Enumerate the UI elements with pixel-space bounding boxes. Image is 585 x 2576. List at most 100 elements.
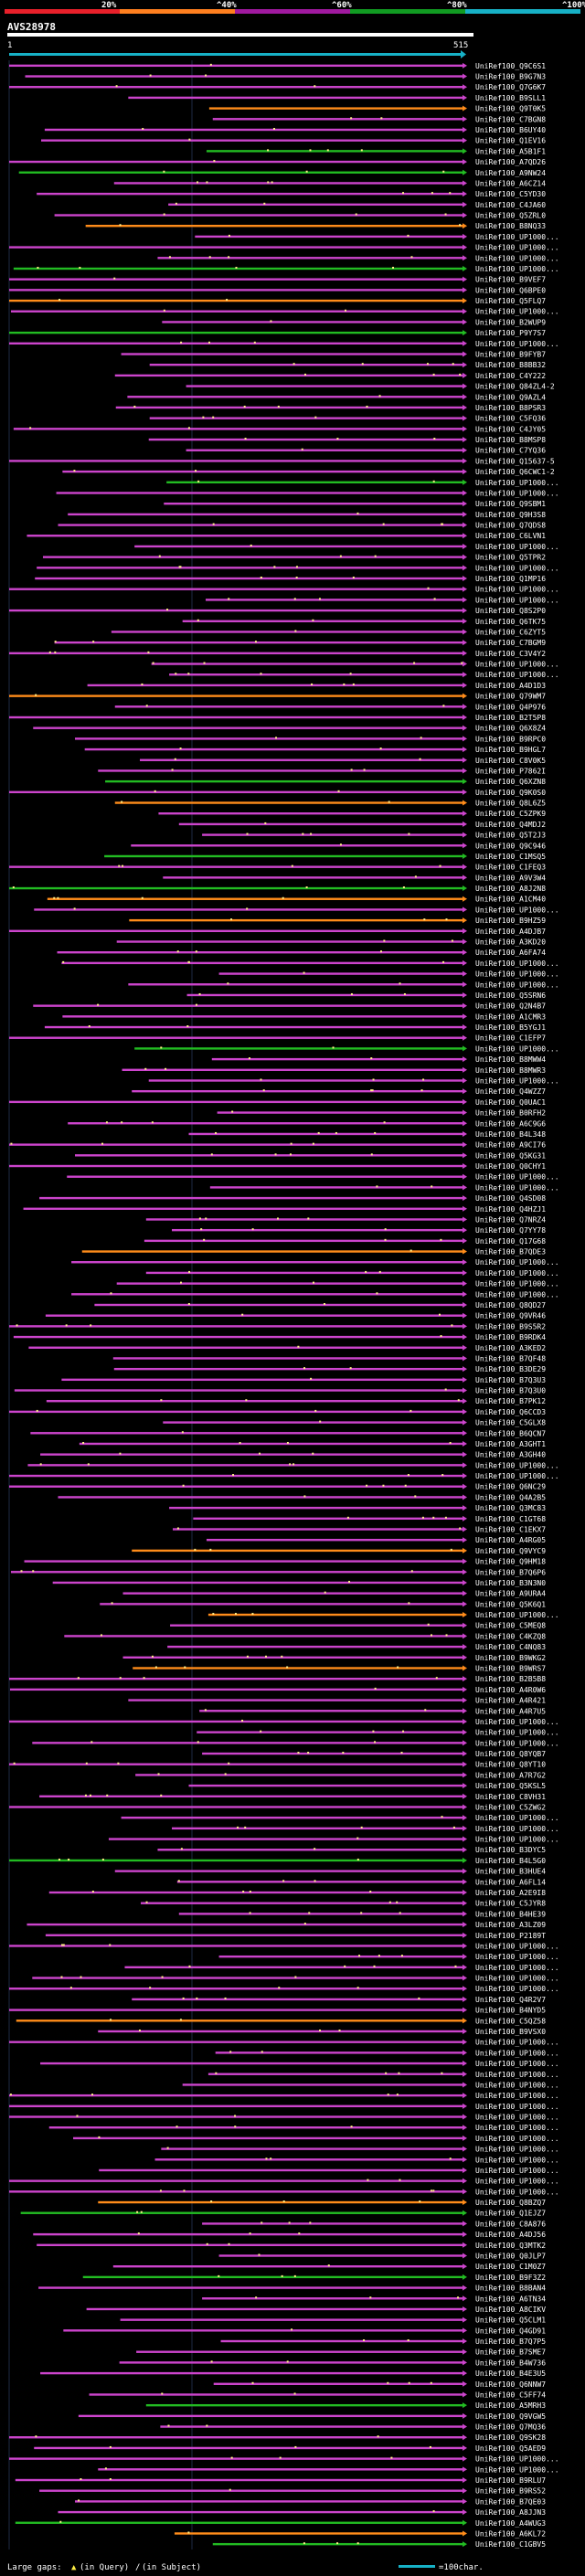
hit-row[interactable]: UniRef100_UP1000... — [9, 2455, 559, 2464]
hit-label[interactable]: UniRef100_C5YD30 — [475, 190, 546, 198]
hit-label[interactable]: UniRef100_A3KD20 — [475, 938, 546, 947]
hit-row[interactable]: UniRef100_B9WRS7 — [133, 1664, 546, 1672]
hit-row[interactable]: UniRef100_B3N3N0 — [52, 1579, 547, 1587]
hit-row[interactable]: UniRef100_Q9SK28 — [9, 2433, 546, 2442]
hit-row[interactable]: UniRef100_A4D1D3 — [87, 682, 547, 690]
hit-label[interactable]: UniRef100_UP1000... — [475, 2188, 559, 2196]
hit-label[interactable]: UniRef100_Q4R2V7 — [475, 1996, 546, 2004]
hit-label[interactable]: UniRef100_Q0JLP7 — [475, 2252, 546, 2260]
hit-row[interactable]: UniRef100_B4HE39 — [178, 1910, 546, 1918]
hit-label[interactable]: UniRef100_A4R7U5 — [475, 1707, 546, 1715]
hit-row[interactable]: UniRef100_Q9SBM1 — [164, 500, 546, 508]
hit-label[interactable]: UniRef100_B6UY40 — [475, 126, 546, 134]
hit-row[interactable]: UniRef100_UP1000... — [218, 1953, 559, 1961]
hit-label[interactable]: UniRef100_UP1000... — [475, 1258, 559, 1267]
hit-label[interactable]: UniRef100_UP1000... — [475, 1461, 559, 1469]
hit-row[interactable]: UniRef100_C8A876 — [202, 2220, 546, 2228]
hit-row[interactable]: UniRef100_Q8YT10 — [9, 1761, 546, 1769]
hit-label[interactable]: UniRef100_B7SME7 — [475, 2348, 546, 2357]
hit-row[interactable]: UniRef100_Q17G68 — [144, 1237, 546, 1246]
hit-row[interactable]: UniRef100_UP1000... — [9, 2103, 559, 2111]
hit-row[interactable]: UniRef100_Q6NNW7 — [213, 2380, 547, 2389]
hit-label[interactable]: UniRef100_C7BGM9 — [475, 639, 546, 647]
hit-row[interactable]: UniRef100_UP1000... — [209, 1183, 559, 1192]
hit-label[interactable]: UniRef100_Q8YT10 — [475, 1761, 546, 1769]
hit-row[interactable]: UniRef100_B2WUP9 — [162, 318, 546, 326]
hit-label[interactable]: UniRef100_Q3MTK2 — [475, 2242, 546, 2250]
hit-row[interactable]: UniRef100_C7BGM9 — [54, 639, 547, 647]
hit-label[interactable]: UniRef100_Q8L6Z5 — [475, 800, 546, 808]
hit-row[interactable]: UniRef100_A9CI76 — [9, 1141, 546, 1150]
hit-label[interactable]: UniRef100_A4DJ56 — [475, 2231, 546, 2239]
hit-row[interactable]: UniRef100_B7Q3U0 — [14, 1387, 546, 1395]
hit-row[interactable]: UniRef100_B9F3Z2 — [82, 2274, 547, 2282]
hit-row[interactable]: UniRef100_UP1000... — [73, 2135, 559, 2143]
hit-label[interactable]: UniRef100_A3GHT1 — [475, 1440, 546, 1448]
hit-label[interactable]: UniRef100_A3LZ09 — [475, 1921, 546, 1929]
hit-row[interactable]: UniRef100_Q8BZQ7 — [98, 2199, 546, 2207]
hit-label[interactable]: UniRef100_Q4GD91 — [475, 2327, 546, 2335]
hit-row[interactable]: UniRef100_UP1000... — [9, 1718, 559, 1726]
hit-label[interactable]: UniRef100_UP1000... — [475, 1985, 559, 1993]
hit-row[interactable]: UniRef100_Q8S2P0 — [9, 607, 546, 615]
hit-row[interactable]: UniRef100_A4RG05 — [206, 1536, 546, 1544]
hit-row[interactable]: UniRef100_UP1000... — [218, 970, 559, 979]
hit-label[interactable]: UniRef100_B9FYB7 — [475, 351, 546, 359]
hit-row[interactable]: UniRef100_B9RLU7 — [15, 2476, 546, 2485]
hit-label[interactable]: UniRef100_B8BB32 — [475, 361, 546, 369]
hit-row[interactable]: UniRef100_B4NYD5 — [9, 2007, 546, 2015]
hit-label[interactable]: UniRef100_UP1000... — [475, 564, 559, 572]
hit-label[interactable]: UniRef100_Q8S2P0 — [475, 607, 546, 615]
hit-row[interactable]: UniRef100_Q8L6Z5 — [114, 800, 546, 808]
hit-label[interactable]: UniRef100_Q4HZJ1 — [475, 1205, 546, 1214]
hit-row[interactable]: UniRef100_Q84ZL4-2 — [186, 383, 555, 391]
hit-label[interactable]: UniRef100_P9Y7S7 — [475, 329, 546, 337]
hit-row[interactable]: UniRef100_A1CMR3 — [62, 1012, 546, 1021]
hit-row[interactable]: UniRef100_UP1000... — [71, 1258, 559, 1267]
hit-row[interactable]: UniRef100_Q5FLQ7 — [9, 297, 546, 305]
hit-label[interactable]: UniRef100_Q9HM18 — [475, 1558, 546, 1566]
hit-row[interactable]: UniRef100_UP1000... — [32, 1739, 559, 1747]
hit-label[interactable]: UniRef100_C6LVN1 — [475, 532, 546, 540]
hit-label[interactable]: UniRef100_A4RG05 — [475, 1536, 546, 1544]
hit-label[interactable]: UniRef100_B9RPC0 — [475, 735, 546, 743]
hit-label[interactable]: UniRef100_B0RFH2 — [475, 1109, 546, 1118]
hit-row[interactable]: UniRef100_Q4A2B5 — [58, 1493, 547, 1501]
hit-row[interactable]: UniRef100_C1FEQ3 — [9, 864, 546, 872]
hit-label[interactable]: UniRef100_C1MSQ5 — [475, 853, 546, 861]
hit-row[interactable]: UniRef100_Q7G6K7 — [9, 83, 546, 91]
hit-row[interactable]: UniRef100_UP1000... — [166, 479, 559, 487]
hit-label[interactable]: UniRef100_Q9K0S0 — [475, 789, 546, 797]
hit-label[interactable]: UniRef100_UP1000... — [475, 1076, 559, 1085]
hit-row[interactable]: UniRef100_Q15637-5 — [9, 457, 555, 465]
hit-label[interactable]: UniRef100_Q9AZL4 — [475, 393, 546, 401]
hit-row[interactable]: UniRef100_B4L348 — [188, 1130, 546, 1139]
hit-row[interactable]: UniRef100_UP1000... — [9, 340, 559, 348]
hit-row[interactable]: UniRef100_C5MEQ8 — [170, 1622, 546, 1630]
hit-label[interactable]: UniRef100_B7Q3U0 — [475, 1387, 546, 1395]
hit-label[interactable]: UniRef100_B3DYC5 — [475, 1846, 546, 1854]
hit-label[interactable]: UniRef100_Q1EJZ7 — [475, 2210, 546, 2218]
hit-row[interactable]: UniRef100_Q0UAC1 — [9, 1098, 546, 1107]
hit-label[interactable]: UniRef100_UP1000... — [475, 2092, 559, 2100]
hit-label[interactable]: UniRef100_Q79WM7 — [475, 693, 546, 701]
hit-row[interactable]: UniRef100_A5B1F1 — [206, 147, 546, 155]
hit-label[interactable]: UniRef100_UP1000... — [475, 1173, 559, 1182]
hit-label[interactable]: UniRef100_Q5K6Q1 — [475, 1600, 546, 1608]
hit-label[interactable]: UniRef100_A9V3W4 — [475, 874, 546, 882]
hit-label[interactable]: UniRef100_Q5FLQ7 — [475, 297, 546, 305]
hit-row[interactable]: UniRef100_Q5TPR2 — [42, 554, 546, 562]
hit-row[interactable]: UniRef100_Q0CHY1 — [9, 1162, 546, 1171]
hit-row[interactable]: UniRef100_Q9C946 — [131, 842, 546, 850]
hit-row[interactable]: UniRef100_C7BGN8 — [212, 115, 546, 123]
hit-row[interactable]: UniRef100_Q5KG31 — [74, 1151, 546, 1160]
hit-label[interactable]: UniRef100_UP1000... — [475, 1472, 559, 1480]
hit-row[interactable]: UniRef100_UP1000... — [9, 586, 559, 594]
hit-label[interactable]: UniRef100_Q4SD08 — [475, 1194, 546, 1203]
hit-label[interactable]: UniRef100_B9G7N3 — [475, 73, 546, 81]
hit-label[interactable]: UniRef100_C4Y222 — [475, 372, 546, 380]
hit-row[interactable]: UniRef100_Q7QDS8 — [58, 522, 547, 530]
hit-label[interactable]: UniRef100_Q5AED9 — [475, 2444, 546, 2453]
hit-label[interactable]: UniRef100_Q1EV16 — [475, 137, 546, 145]
hit-row[interactable]: UniRef100_A3LZ09 — [27, 1921, 546, 1929]
